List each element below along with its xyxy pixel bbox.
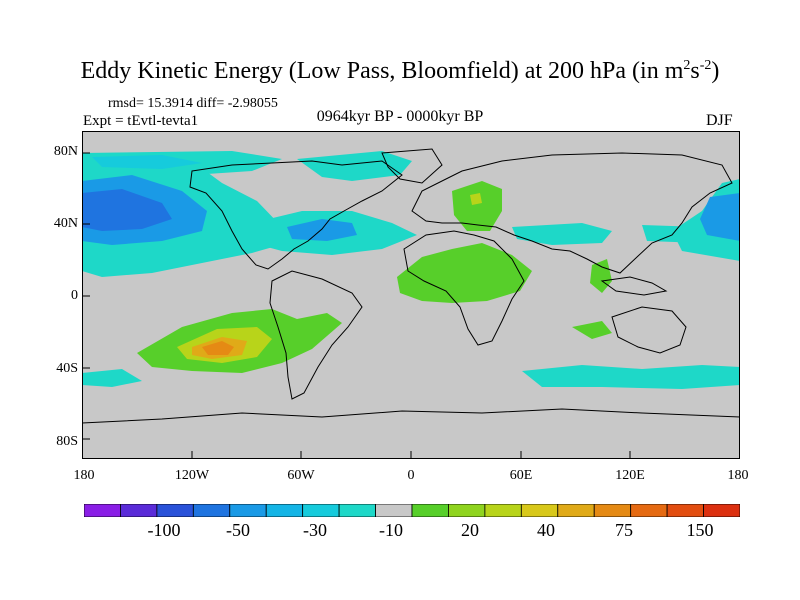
eurasia-coast <box>411 152 733 274</box>
colorbar-box <box>703 504 740 517</box>
axis-ticks <box>82 152 631 459</box>
colorbar-label-20: 20 <box>461 520 479 540</box>
colorbar-box <box>120 504 158 517</box>
experiment-label: Expt = tEvtl-tevta1 <box>83 113 199 129</box>
antarctica-coast <box>82 408 740 424</box>
europe-positive-anomaly <box>452 181 502 231</box>
eke-difference-map <box>82 131 740 459</box>
europe-peak-anomaly <box>470 193 482 205</box>
greenland-coast <box>381 148 443 184</box>
colorbar-box <box>156 504 194 517</box>
colorbar-box <box>630 504 668 517</box>
anomaly-shading <box>82 151 740 389</box>
colorbar-box <box>520 504 559 517</box>
colorbar-box <box>338 504 376 517</box>
colorbar-label-minus30: -30 <box>303 520 327 540</box>
lon-tick-0: 0 <box>407 468 415 483</box>
northeast-pacific-core-anomaly <box>700 193 740 241</box>
season-label: DJF <box>706 112 733 129</box>
colorbar-label-minus100: -100 <box>147 520 181 540</box>
colorbar-box <box>484 504 522 517</box>
colorbar-box <box>84 504 121 517</box>
colorbar-label-40: 40 <box>537 520 555 540</box>
plot-title: Eddy Kinetic Energy (Low Pass, Bloomfiel… <box>80 58 720 84</box>
north-america-coast <box>189 160 403 270</box>
lat-tick-80n: 80N <box>53 144 78 159</box>
lat-tick-40s: 40S <box>56 361 78 376</box>
colorbar-box <box>302 504 340 517</box>
colorbar-box <box>192 504 231 517</box>
lat-tick-40n: 40N <box>53 216 78 231</box>
colorbar-box <box>411 504 449 517</box>
colorbar-box <box>666 504 704 517</box>
colorbar-box <box>557 504 595 517</box>
coastlines <box>82 148 740 424</box>
africa-positive-anomaly <box>397 243 532 303</box>
south-pacific-peak-anomaly <box>202 341 234 355</box>
africa-coast <box>403 230 525 346</box>
lon-tick-120w: 120W <box>174 468 210 483</box>
canadian-arctic-anomaly <box>297 151 412 181</box>
colorbar-box <box>265 504 304 517</box>
colorbar-box <box>448 504 486 517</box>
southwest-pacific-anomaly <box>82 369 142 387</box>
lat-tick-80s: 80S <box>56 434 78 449</box>
colorbar-label-minus10: -10 <box>379 520 403 540</box>
southern-ocean-anomaly <box>522 365 740 389</box>
australia-coast <box>611 306 687 354</box>
colorbar-label-minus50: -50 <box>226 520 250 540</box>
lat-tick-0: 0 <box>71 288 78 303</box>
colorbar-box <box>593 504 632 517</box>
lon-tick-180e: 180 <box>727 468 749 483</box>
lon-tick-60w: 60W <box>287 468 315 483</box>
rmsd-diff-stats: rmsd= 15.3914 diff= -2.98055 <box>108 96 278 111</box>
lon-tick-60e: 60E <box>509 468 533 483</box>
colorbar-label-150: 150 <box>686 520 714 540</box>
australia-positive-anomaly <box>572 321 612 339</box>
north-atlantic-core-anomaly <box>287 219 357 241</box>
lon-tick-180w: 180 <box>73 468 95 483</box>
north-pacific-center-anomaly <box>82 189 172 231</box>
central-asia-anomaly <box>642 225 702 243</box>
colorbar-box <box>375 504 413 517</box>
middle-east-anomaly <box>512 223 612 245</box>
arctic-band-west-anomaly <box>92 155 202 169</box>
lon-tick-120e: 120E <box>615 468 645 483</box>
south-america-coast <box>269 270 363 400</box>
period-label: 0964kyr BP - 0000kyr BP <box>316 108 484 125</box>
colorbar-box <box>229 504 267 517</box>
colorbar-label-75: 75 <box>615 520 633 540</box>
maritime-continent-coast <box>600 276 668 296</box>
colorbar <box>84 504 740 517</box>
